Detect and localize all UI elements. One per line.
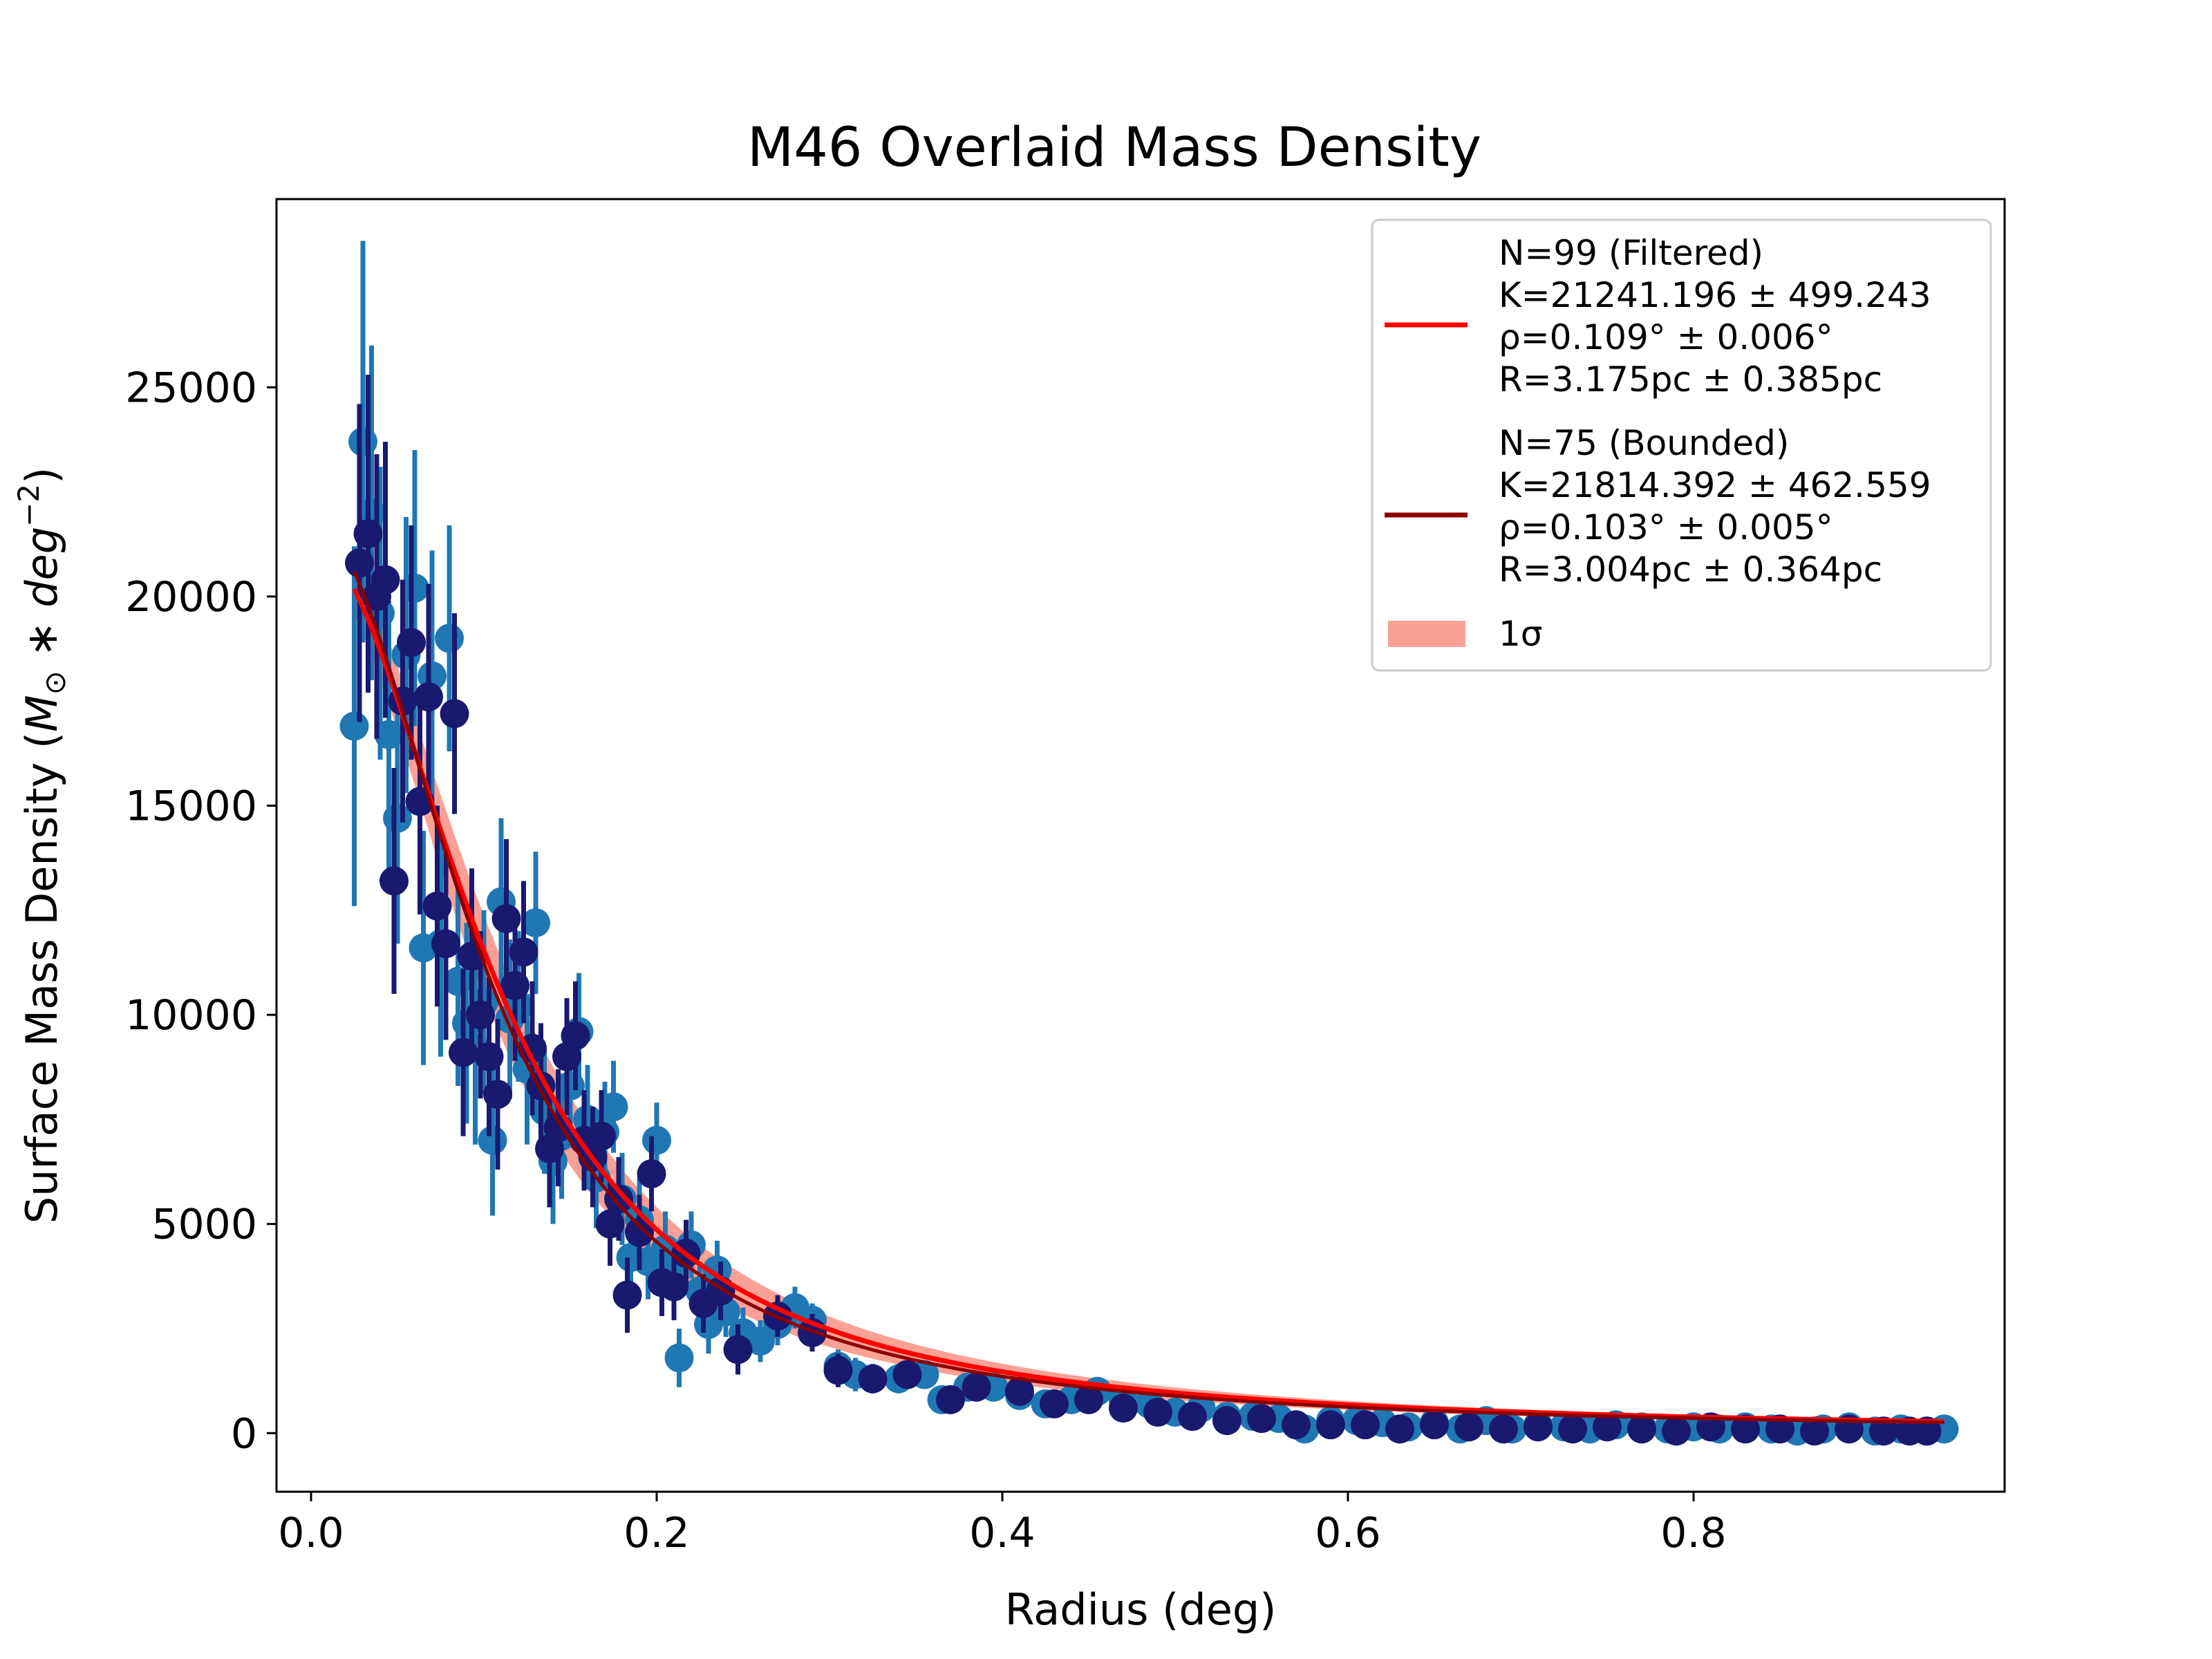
x-tick-label: 0.0 — [278, 1509, 344, 1557]
data-point — [478, 1125, 507, 1155]
plot-area — [339, 241, 1959, 1446]
legend-bounded-rho: ρ=0.103° ± 0.005° — [1499, 507, 1833, 547]
y-axis-label-main: Surface Mass Density ( — [17, 732, 67, 1224]
y-tick-label: 25000 — [125, 364, 257, 412]
legend-bounded-n: N=75 (Bounded) — [1499, 423, 1789, 463]
data-point — [379, 866, 409, 896]
y-tick-label: 20000 — [125, 573, 257, 621]
data-point — [604, 1184, 633, 1214]
data-point — [642, 1125, 671, 1155]
data-point — [561, 1021, 590, 1051]
data-point — [587, 1121, 616, 1151]
y-axis-label-superscript: −2 — [12, 484, 46, 527]
data-point — [509, 937, 538, 967]
x-tick-label: 0.4 — [969, 1509, 1035, 1557]
data-point — [823, 1356, 853, 1385]
data-point — [521, 908, 550, 937]
legend: N=99 (Filtered) K=21241.196 ± 499.243 ρ=… — [1371, 218, 1992, 672]
data-point — [936, 1385, 965, 1414]
data-point — [1558, 1414, 1587, 1444]
data-point — [339, 711, 369, 741]
data-point — [1662, 1416, 1691, 1446]
data-point — [400, 573, 429, 603]
data-point — [1212, 1406, 1241, 1436]
data-point — [435, 624, 464, 653]
data-points-layer — [339, 241, 1959, 1446]
data-point — [1282, 1410, 1311, 1440]
data-point — [1731, 1414, 1760, 1444]
data-point — [1489, 1414, 1518, 1444]
data-point — [414, 682, 443, 712]
data-point — [625, 1217, 654, 1247]
chart-title: M46 Overlaid Mass Density — [747, 117, 1481, 179]
data-point — [637, 1159, 666, 1189]
x-tick-label: 0.2 — [624, 1509, 689, 1557]
data-point — [1143, 1398, 1172, 1427]
data-point — [858, 1364, 888, 1394]
data-point — [612, 1280, 642, 1310]
plot-frame — [275, 198, 2006, 1493]
data-point — [659, 1272, 688, 1302]
data-point — [962, 1372, 991, 1402]
legend-bounded-k: K=21814.392 ± 462.559 — [1499, 465, 1931, 505]
fit-curves-layer — [352, 570, 1944, 1425]
y-axis-ticks: 0 5000 10000 15000 20000 25000 — [125, 364, 276, 1458]
data-point — [723, 1335, 753, 1365]
data-point — [371, 565, 400, 594]
data-point — [1454, 1412, 1483, 1442]
legend-sigma-label: 1σ — [1499, 614, 1543, 654]
fit-curve-bounded — [353, 570, 1944, 1425]
data-point — [1178, 1402, 1207, 1432]
y-tick-label: 0 — [231, 1409, 257, 1458]
data-point — [431, 929, 460, 959]
series-bounded — [345, 375, 1942, 1446]
data-point — [1005, 1376, 1034, 1406]
y-axis-label-operator: ∗ — [17, 608, 67, 671]
y-axis-label-unit: deg — [17, 527, 67, 608]
legend-filtered-rho: ρ=0.109° ± 0.006° — [1499, 317, 1833, 357]
data-point — [1627, 1414, 1656, 1444]
legend-sigma-swatch — [1388, 621, 1465, 647]
data-point — [449, 1038, 478, 1067]
data-point — [1524, 1412, 1553, 1442]
y-tick-label: 15000 — [125, 782, 257, 831]
y-tick-label: 10000 — [125, 991, 257, 1040]
y-axis-label: Surface Mass Density (M⊙ ∗ deg−2) — [12, 467, 72, 1224]
data-point — [483, 1080, 512, 1109]
data-point — [1247, 1404, 1276, 1434]
data-point — [1074, 1385, 1103, 1414]
data-point — [1109, 1393, 1138, 1423]
x-axis-ticks: 0.0 0.2 0.4 0.6 0.8 — [278, 1492, 1727, 1557]
data-point — [397, 628, 426, 657]
y-axis-label-symbol: M — [17, 695, 67, 732]
legend-filtered-r: R=3.175pc ± 0.385pc — [1499, 359, 1882, 400]
legend-bounded-r: R=3.004pc ± 0.364pc — [1499, 550, 1882, 590]
data-point — [1385, 1414, 1414, 1444]
data-point — [1040, 1389, 1069, 1418]
data-point — [1593, 1412, 1622, 1442]
x-axis-label: Radius (deg) — [1005, 1584, 1277, 1635]
x-tick-label: 0.8 — [1660, 1509, 1726, 1557]
data-point — [1316, 1410, 1345, 1440]
x-tick-label: 0.6 — [1315, 1509, 1380, 1557]
y-tick-label: 5000 — [151, 1201, 257, 1249]
data-point — [892, 1360, 922, 1389]
y-axis-label-subscript: ⊙ — [38, 671, 72, 695]
data-point — [440, 699, 469, 729]
data-point — [1869, 1416, 1898, 1446]
legend-box — [1371, 218, 1992, 672]
legend-filtered-k: K=21241.196 ± 499.243 — [1499, 275, 1931, 315]
data-point — [1351, 1410, 1380, 1440]
data-point — [599, 1092, 628, 1122]
data-point — [664, 1343, 694, 1373]
data-point — [1800, 1416, 1829, 1446]
data-point — [1420, 1410, 1449, 1440]
y-axis-label-close: ) — [17, 467, 67, 484]
legend-filtered-n: N=99 (Filtered) — [1499, 233, 1763, 273]
